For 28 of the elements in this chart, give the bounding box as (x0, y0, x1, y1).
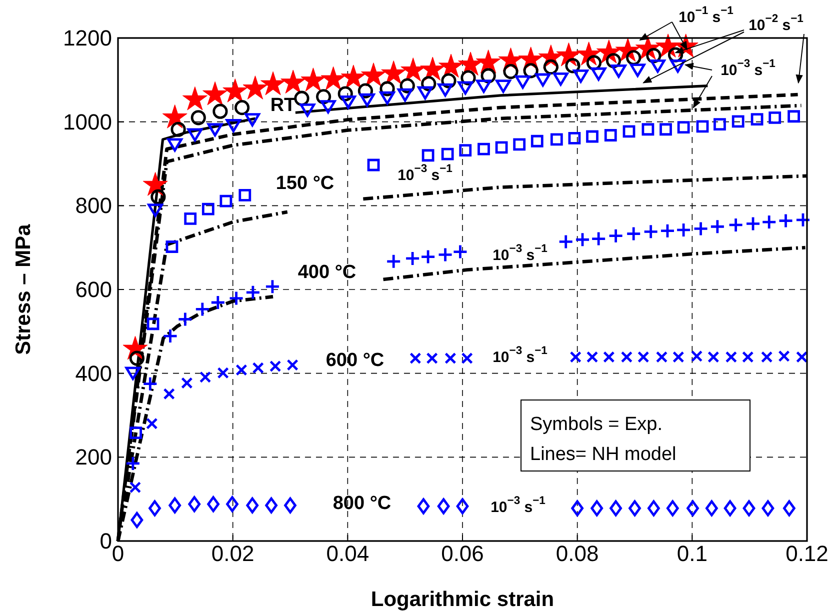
y-tick-label: 1000 (63, 109, 112, 134)
x-axis-title: Logarithmic strain (370, 588, 554, 611)
annotation: 10$^{−3}$ s$^{−1}$ (720, 58, 776, 78)
y-tick-label: 400 (75, 360, 112, 386)
x-tick-label: 0.12 (786, 541, 828, 566)
annotation: RT (270, 94, 296, 116)
x-tick-label: 0.1 (676, 541, 708, 566)
annotation: 600 °C (326, 350, 384, 370)
x-tick-label: 0.08 (556, 541, 599, 566)
x-tick-label: 0.02 (211, 541, 254, 566)
y-tick-label: 800 (75, 193, 112, 218)
annotation: Lines= NH model (530, 444, 676, 464)
annotation: 400 °C (298, 262, 356, 282)
annotation: 10$^{−3}$ s$^{−1}$ (492, 243, 548, 264)
annotation: 150 °C (276, 172, 334, 194)
y-tick-label: 1200 (63, 26, 112, 50)
annotation: 10$^{−3}$ s$^{−1}$ (398, 163, 452, 184)
y-axis-title: Stress – MPa (12, 224, 35, 355)
y-tick-label: 200 (75, 444, 112, 470)
x-tick-label: 0.06 (441, 541, 484, 566)
annotation: 10$^{−1}$ s$^{−1}$ (678, 5, 734, 26)
annotation: 800 °C (332, 492, 392, 514)
annotation: 10$^{−3}$ s$^{−1}$ (490, 495, 546, 516)
annotation: Symbols = Exp. (530, 414, 663, 434)
y-tick-label: 600 (75, 277, 112, 302)
annotation: 10$^{−3}$ s$^{−1}$ (492, 345, 548, 366)
x-tick-label: 0.04 (326, 541, 370, 566)
annotation: 10$^{−2}$ s$^{−1}$ (748, 13, 804, 34)
